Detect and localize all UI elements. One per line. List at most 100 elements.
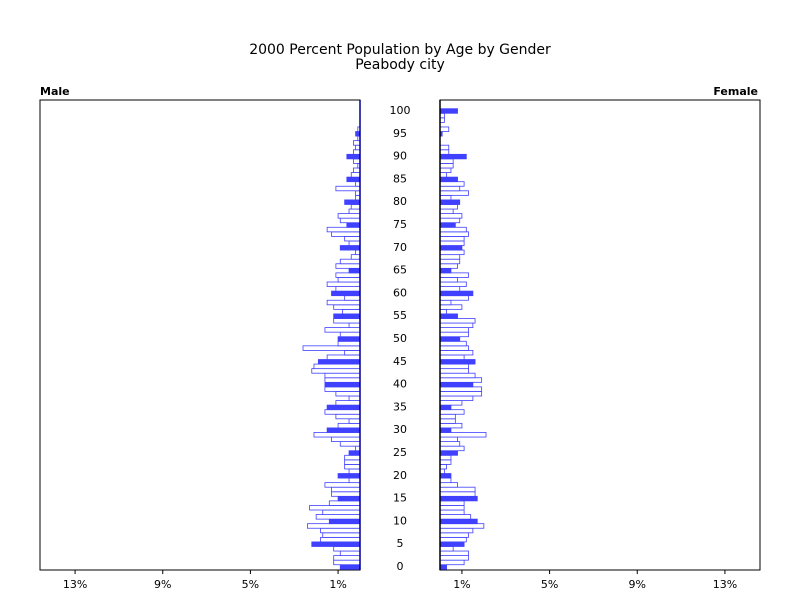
y-tick-label: 15 xyxy=(393,492,407,505)
y-tick-label: 60 xyxy=(393,286,407,299)
bar xyxy=(439,240,465,246)
bar xyxy=(346,222,361,228)
bar xyxy=(344,295,361,301)
bar xyxy=(348,468,361,474)
chart-subtitle: Peabody city xyxy=(355,57,445,73)
bar xyxy=(348,208,361,214)
bar xyxy=(439,473,452,479)
bar xyxy=(320,536,361,543)
bar xyxy=(439,295,469,301)
y-tick-label: 25 xyxy=(393,446,407,459)
y-tick-label: 20 xyxy=(393,469,407,482)
bar xyxy=(326,404,361,411)
x-tick-label: 9% xyxy=(629,578,646,591)
bar xyxy=(439,509,465,515)
bar xyxy=(326,299,361,306)
y-tick-label: 85 xyxy=(393,172,407,185)
bar xyxy=(439,144,450,151)
y-tick-label: 40 xyxy=(393,378,407,391)
bar xyxy=(339,564,361,570)
bar xyxy=(439,505,465,511)
bar xyxy=(337,340,361,347)
bar xyxy=(439,194,452,201)
bar xyxy=(333,313,361,319)
bar xyxy=(439,245,463,251)
bar xyxy=(339,258,361,265)
bar xyxy=(439,176,458,183)
bar xyxy=(439,395,474,401)
bar xyxy=(331,491,361,497)
bar xyxy=(439,286,461,292)
bar xyxy=(439,359,476,365)
bar xyxy=(439,514,472,520)
y-tick-label: 75 xyxy=(393,218,407,231)
bar xyxy=(311,368,361,374)
bar xyxy=(439,199,461,205)
bar xyxy=(339,441,361,447)
bar xyxy=(439,318,476,324)
bar xyxy=(439,450,458,456)
bar xyxy=(335,391,361,397)
x-tick-label: 1% xyxy=(329,578,346,591)
bar xyxy=(439,340,467,347)
bar xyxy=(439,108,458,114)
bar xyxy=(339,245,361,251)
bar xyxy=(344,199,361,205)
bar xyxy=(324,372,361,379)
bar xyxy=(322,532,361,538)
bar xyxy=(439,363,469,370)
bar xyxy=(439,427,452,433)
y-tick-label: 45 xyxy=(393,355,407,368)
bar xyxy=(439,267,452,274)
panel-label: Female xyxy=(713,85,758,98)
y-tick-label: 100 xyxy=(390,104,411,117)
bar xyxy=(439,441,461,447)
y-tick-label: 90 xyxy=(393,150,407,163)
bar xyxy=(328,518,361,525)
bar xyxy=(326,354,361,360)
bar xyxy=(439,349,474,356)
bar xyxy=(439,163,454,169)
bar xyxy=(313,432,361,438)
bar xyxy=(439,555,469,561)
bar xyxy=(439,249,465,256)
bar xyxy=(348,395,361,401)
y-tick-label: 80 xyxy=(393,195,407,208)
bar xyxy=(353,149,361,155)
bar xyxy=(439,272,469,278)
bar xyxy=(439,564,447,570)
bar xyxy=(439,432,487,438)
bar xyxy=(439,277,458,283)
bar xyxy=(317,359,361,365)
bar xyxy=(439,491,476,497)
bar xyxy=(439,313,458,319)
bar xyxy=(344,459,361,465)
bar xyxy=(439,322,474,329)
bar xyxy=(439,231,469,237)
bar xyxy=(439,418,456,424)
bar xyxy=(335,286,361,292)
bar xyxy=(335,413,361,420)
bar xyxy=(439,436,458,443)
x-tick-label: 1% xyxy=(453,578,470,591)
bar xyxy=(324,386,361,392)
bar xyxy=(439,126,450,132)
bar xyxy=(439,422,463,429)
bar xyxy=(439,290,474,297)
bar xyxy=(439,213,463,219)
bar xyxy=(439,354,465,360)
bar xyxy=(342,308,361,315)
x-tick-label: 9% xyxy=(154,578,171,591)
panel-frame xyxy=(439,99,761,571)
bar xyxy=(348,322,361,329)
bar xyxy=(439,495,478,502)
panel-label: Male xyxy=(40,85,70,98)
bar xyxy=(439,541,465,547)
bar xyxy=(333,555,361,561)
bar xyxy=(348,450,361,456)
bar xyxy=(439,372,476,379)
bar xyxy=(326,281,361,287)
bar xyxy=(320,527,361,534)
bar xyxy=(439,463,447,470)
